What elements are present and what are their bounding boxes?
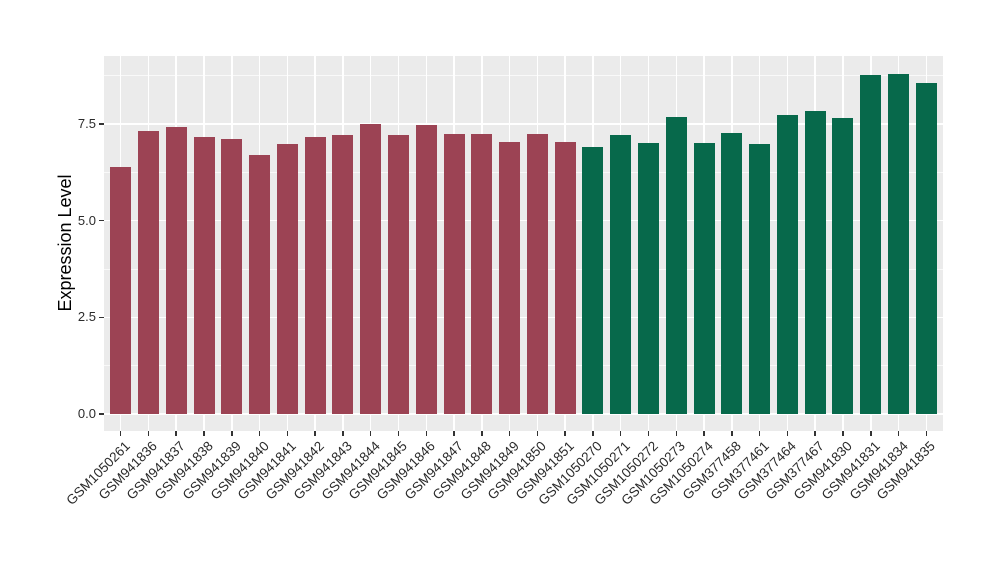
bar-GSM1050261 bbox=[110, 166, 132, 414]
bar-GSM1050274 bbox=[693, 142, 715, 414]
x-tick-mark bbox=[731, 431, 733, 436]
bar-GSM941843 bbox=[332, 135, 354, 414]
bar-GSM941837 bbox=[165, 126, 187, 414]
bar-GSM941834 bbox=[888, 74, 910, 414]
x-tick-mark bbox=[564, 431, 566, 436]
x-tick-mark bbox=[758, 431, 761, 436]
y-tick-label: 7.5 bbox=[77, 115, 96, 131]
minor-gridline bbox=[104, 365, 943, 367]
x-tick-mark bbox=[619, 431, 622, 436]
bar-GSM377458 bbox=[721, 132, 743, 414]
major-gridline bbox=[104, 219, 943, 222]
y-tick-label: 2.5 bbox=[77, 309, 96, 325]
minor-gridline bbox=[104, 171, 943, 173]
bar-GSM941847 bbox=[443, 134, 465, 414]
x-tick-mark bbox=[342, 431, 344, 436]
x-tick-mark bbox=[647, 431, 650, 436]
y-tick-mark bbox=[99, 123, 104, 125]
major-gridline bbox=[104, 413, 943, 415]
x-tick-mark bbox=[119, 431, 122, 436]
bar-GSM1050270 bbox=[582, 146, 604, 414]
x-tick-mark bbox=[314, 431, 316, 436]
x-tick-mark bbox=[425, 431, 427, 436]
bar-GSM941849 bbox=[499, 141, 521, 414]
x-tick-mark bbox=[147, 431, 150, 436]
bar-GSM377461 bbox=[749, 144, 771, 414]
x-tick-mark bbox=[536, 431, 539, 436]
x-tick-mark bbox=[369, 431, 372, 436]
x-tick-mark bbox=[397, 431, 400, 436]
bar-GSM1050272 bbox=[638, 142, 660, 414]
x-tick-mark bbox=[842, 431, 844, 436]
x-tick-mark bbox=[286, 431, 289, 436]
plot-panel bbox=[104, 56, 943, 431]
bar-GSM941835 bbox=[915, 83, 937, 414]
x-tick-mark bbox=[231, 431, 233, 436]
bar-GSM941845 bbox=[387, 135, 409, 414]
bar-GSM941841 bbox=[276, 144, 298, 414]
bar-GSM941839 bbox=[221, 139, 243, 414]
bar-GSM941831 bbox=[860, 74, 882, 414]
bar-GSM377467 bbox=[804, 110, 826, 414]
x-tick-mark bbox=[453, 431, 455, 436]
y-tick-mark bbox=[99, 219, 104, 222]
x-tick-mark bbox=[703, 431, 705, 436]
x-tick-mark bbox=[203, 431, 205, 436]
bar-GSM1050273 bbox=[665, 117, 687, 414]
x-tick-mark bbox=[175, 431, 177, 436]
bar-GSM941838 bbox=[193, 137, 215, 414]
x-tick-mark bbox=[508, 431, 511, 436]
bar-GSM377464 bbox=[776, 115, 798, 414]
bar-GSM941850 bbox=[526, 133, 548, 414]
x-tick-mark bbox=[925, 431, 928, 436]
bar-GSM941846 bbox=[415, 125, 437, 414]
major-gridline bbox=[104, 123, 943, 125]
x-tick-mark bbox=[897, 431, 900, 436]
x-tick-mark bbox=[675, 431, 678, 436]
bar-GSM941842 bbox=[304, 137, 326, 414]
bar-GSM941848 bbox=[471, 134, 493, 414]
y-tick-label: 0.0 bbox=[77, 406, 96, 421]
x-tick-mark bbox=[814, 431, 816, 436]
bar-GSM941844 bbox=[360, 123, 382, 414]
y-tick-mark bbox=[99, 316, 104, 319]
bar-GSM941840 bbox=[249, 154, 271, 414]
x-tick-mark bbox=[592, 431, 594, 436]
major-gridline bbox=[104, 316, 943, 319]
minor-gridline bbox=[104, 75, 943, 77]
y-tick-label: 5.0 bbox=[77, 212, 96, 228]
y-tick-mark bbox=[99, 413, 104, 415]
bar-GSM941836 bbox=[137, 130, 159, 414]
bar-GSM941830 bbox=[832, 117, 854, 414]
x-tick-mark bbox=[786, 431, 789, 436]
x-tick-mark bbox=[481, 431, 483, 436]
bar-GSM941851 bbox=[554, 142, 576, 414]
x-tick-mark bbox=[870, 431, 872, 436]
x-tick-mark bbox=[258, 431, 261, 436]
bar-GSM1050271 bbox=[610, 134, 632, 414]
minor-gridline bbox=[104, 268, 943, 270]
